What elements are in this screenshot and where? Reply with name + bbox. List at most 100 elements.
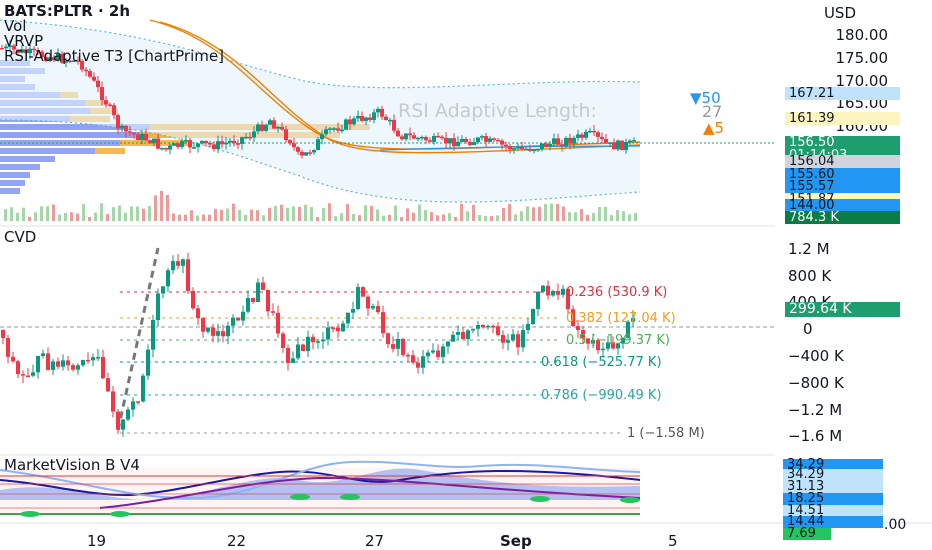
volume-bar (142, 208, 145, 221)
volume-bar (202, 214, 205, 221)
candle-body (136, 134, 140, 140)
candle-body (536, 148, 540, 151)
candle-body (180, 141, 184, 147)
candle-body (112, 105, 116, 116)
marketvision-title[interactable]: MarketVision B V4 (4, 456, 140, 474)
marketvision-plot (0, 460, 641, 517)
candle-body (356, 115, 360, 119)
candle-body (24, 49, 28, 54)
volume-bar (100, 203, 103, 221)
volume-bar (238, 209, 241, 221)
candle-body (44, 57, 48, 61)
symbol-title[interactable]: BATS:PLTR · 2h (4, 2, 131, 20)
volume-bar (460, 203, 463, 221)
candle-body (36, 50, 40, 52)
candle-body (168, 145, 172, 150)
volume-bar (52, 204, 55, 221)
candle-body (580, 134, 584, 138)
mv-badge: 34.29 (783, 458, 883, 471)
candle-body (476, 324, 480, 329)
fib-label: 0.5 (−199.37 K) (566, 333, 670, 348)
candle-body (541, 285, 545, 292)
candle-body (176, 261, 180, 266)
volume-bar (274, 205, 277, 221)
candle-body (381, 312, 385, 334)
volume-bar (130, 206, 133, 221)
volume-bar (58, 214, 61, 221)
volume-bar (598, 207, 601, 221)
time-tick: 22 (227, 532, 247, 550)
candle-body (596, 132, 600, 137)
candle-body (461, 332, 465, 339)
volume-bar (304, 204, 307, 221)
candle-body (424, 136, 428, 141)
candle-body (101, 357, 105, 379)
candle-body (228, 140, 232, 143)
volume-bar (568, 212, 571, 221)
cvd-tick: −400 K (788, 347, 844, 365)
candle-body (286, 347, 290, 363)
candle-body (116, 411, 120, 430)
candle-body (601, 348, 605, 351)
candle-body (132, 132, 136, 135)
candle-body (516, 147, 520, 149)
cvd-value-badge[interactable]: 299.64 K (785, 302, 900, 317)
candle-body (236, 143, 240, 145)
candle-body (572, 137, 576, 144)
indicator-vol-label[interactable]: Vol (4, 17, 27, 35)
candle-body (560, 144, 564, 147)
volume-bar (196, 215, 199, 221)
candle-body (96, 357, 100, 359)
candle-body (4, 46, 8, 49)
candle-body (440, 136, 444, 139)
volume-bar (94, 212, 97, 221)
candle-body (172, 143, 176, 146)
candle-body (86, 359, 90, 362)
candle-body (421, 356, 425, 368)
mv-badge: 14.44 (783, 515, 883, 528)
candle-body (536, 291, 540, 309)
candle-body (386, 333, 390, 345)
candle-body (216, 331, 220, 336)
volume-bar (88, 216, 91, 221)
candle-body (606, 342, 610, 349)
volume-bar (610, 215, 613, 221)
volume-bar (28, 216, 31, 221)
currency-label[interactable]: USD (823, 4, 856, 22)
indicator-rsi-t3-label[interactable]: RSI-Adaptive T3 [ChartPrime] (4, 47, 224, 65)
cvd-title[interactable]: CVD (4, 228, 37, 246)
adaptive-band (0, 19, 641, 203)
price-tick: 170.00 (835, 72, 889, 90)
volume-bar (484, 215, 487, 221)
candle-body (396, 130, 400, 137)
volume-bar (580, 209, 583, 221)
price-candles (0, 40, 636, 159)
candle-body (416, 362, 420, 368)
volume-bar (16, 212, 19, 221)
candle-body (240, 137, 244, 144)
time-tick: 5 (668, 532, 678, 550)
candle-body (276, 126, 280, 129)
candle-body (81, 359, 85, 366)
candle-body (186, 259, 190, 291)
candle-body (171, 261, 175, 271)
candle-body (284, 129, 288, 141)
candle-body (84, 69, 88, 72)
candle-body (586, 338, 590, 344)
candle-body (324, 129, 328, 135)
candle-body (166, 270, 170, 287)
last-price-badge[interactable]: 156.50 (785, 136, 900, 149)
candle-body (216, 141, 220, 150)
candle-body (401, 338, 405, 355)
volume-bar (340, 213, 343, 221)
volume-bar (358, 215, 361, 221)
candle-body (244, 136, 248, 139)
candle-body (561, 288, 565, 295)
indicator-vrvp-label[interactable]: VRVP (4, 32, 44, 50)
candle-body (496, 139, 500, 142)
candle-body (500, 140, 504, 145)
candle-body (306, 336, 310, 352)
candle-body (36, 355, 40, 373)
candle-body (516, 334, 520, 348)
